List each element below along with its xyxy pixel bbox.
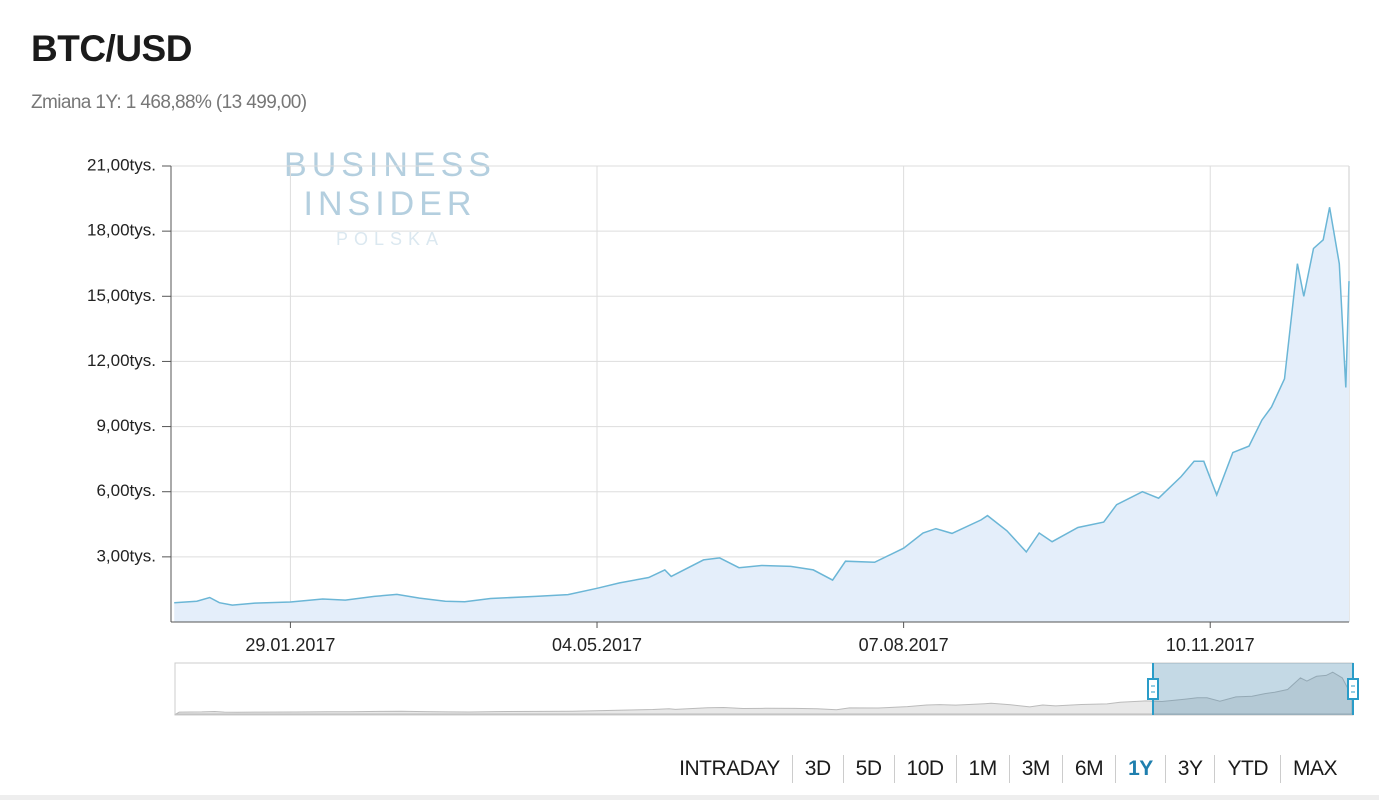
footer-bar	[0, 795, 1379, 800]
x-tick-label: 10.11.2017	[1166, 635, 1255, 655]
range-button[interactable]: 10D	[893, 755, 956, 783]
range-button[interactable]: MAX	[1279, 755, 1349, 783]
x-tick-label: 29.01.2017	[245, 635, 335, 655]
watermark: INSIDER	[304, 185, 477, 223]
x-tick-label: 07.08.2017	[859, 635, 949, 655]
x-tick-label: 04.05.2017	[552, 635, 642, 655]
navigator-handle	[1147, 678, 1159, 700]
y-tick-label: 9,00tys.	[96, 416, 156, 435]
range-button[interactable]: 3M	[1008, 755, 1062, 783]
range-button[interactable]: 1Y	[1115, 755, 1165, 783]
range-selector: INTRADAY 3D 5D 10D 1M 3M 6M 1Y 3Y YTD MAX	[667, 755, 1349, 783]
y-tick-label: 15,00tys.	[87, 286, 156, 305]
y-tick-label: 12,00tys.	[87, 351, 156, 370]
range-button[interactable]: INTRADAY	[679, 757, 780, 780]
chart-title: BTC/USD	[31, 28, 192, 69]
price-line	[174, 207, 1350, 606]
y-tick-label: 21,00tys.	[87, 155, 156, 174]
range-button[interactable]: 5D	[842, 755, 894, 783]
watermark: POLSKA	[336, 229, 444, 249]
navigator-handle	[1347, 678, 1359, 700]
range-button[interactable]: YTD	[1214, 755, 1280, 783]
y-tick-label: 3,00tys.	[96, 546, 156, 565]
y-tick-label: 6,00tys.	[96, 481, 156, 500]
navigator-area	[174, 671, 1353, 715]
range-button[interactable]: 1M	[955, 755, 1009, 783]
chart-subtitle: Zmiana 1Y: 1 468,88% (13 499,00)	[31, 92, 307, 113]
range-button[interactable]: 3Y	[1164, 755, 1215, 783]
y-tick-label: 18,00tys.	[87, 221, 156, 240]
area-fill	[174, 207, 1350, 623]
navigator-selection	[1153, 663, 1353, 715]
watermark: BUSINESS	[284, 146, 496, 184]
range-button[interactable]: 3D	[791, 755, 843, 783]
range-button[interactable]: 6M	[1061, 755, 1115, 783]
